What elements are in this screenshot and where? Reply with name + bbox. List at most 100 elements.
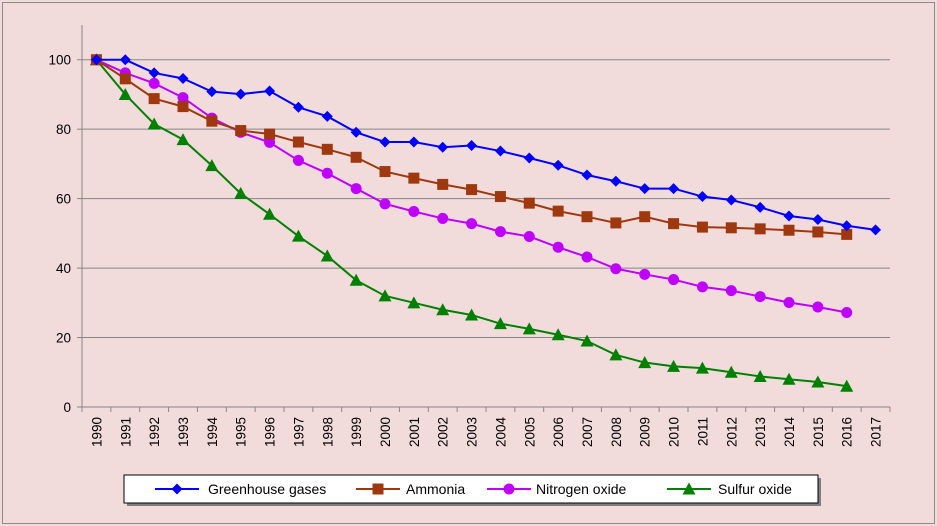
- data-point-sulfur-oxide: [811, 375, 825, 388]
- legend: Greenhouse gases Ammonia Nitrogen oxide Sul…: [123, 474, 821, 506]
- data-point-ammonia: [552, 205, 564, 217]
- data-point-sulfur-oxide: [407, 296, 421, 309]
- data-point-nitrogen-oxide: [264, 136, 276, 148]
- data-point-ammonia: [119, 73, 131, 85]
- data-point-nitrogen-oxide: [841, 307, 853, 319]
- data-point-sulfur-oxide: [234, 186, 248, 199]
- data-point-sulfur-oxide: [522, 322, 536, 335]
- data-point-ammonia: [725, 222, 737, 234]
- data-point-ammonia: [581, 211, 593, 223]
- data-point-sulfur-oxide: [320, 249, 334, 262]
- data-point-ammonia: [206, 115, 218, 127]
- data-point-nitrogen-oxide: [610, 263, 622, 275]
- y-tick-label: 80: [56, 122, 71, 137]
- data-point-greenhouse-gases: [783, 210, 795, 222]
- data-point-greenhouse-gases: [379, 136, 391, 148]
- data-point-greenhouse-gases: [581, 169, 593, 181]
- data-point-greenhouse-gases: [206, 86, 218, 98]
- data-point-sulfur-oxide: [147, 117, 161, 130]
- data-point-nitrogen-oxide: [783, 296, 795, 308]
- series-line-greenhouse-gases: [96, 58, 876, 231]
- x-tick-label: 2005: [522, 417, 537, 447]
- data-point-ammonia: [408, 172, 420, 184]
- data-point-sulfur-oxide: [291, 229, 305, 242]
- data-point-sulfur-oxide: [695, 361, 709, 374]
- data-point-sulfur-oxide: [465, 308, 479, 321]
- data-point-nitrogen-oxide: [552, 241, 564, 253]
- data-point-sulfur-oxide: [349, 273, 363, 286]
- data-point-greenhouse-gases: [350, 126, 362, 138]
- x-tick-label: 2011: [695, 417, 710, 446]
- data-point-greenhouse-gases: [696, 191, 708, 203]
- x-tick-label: 2006: [551, 417, 566, 447]
- data-point-nitrogen-oxide: [350, 183, 362, 195]
- data-point-ammonia: [639, 211, 651, 223]
- data-point-sulfur-oxide: [638, 356, 652, 369]
- legend-marker: [682, 482, 696, 495]
- data-point-nitrogen-oxide: [321, 167, 333, 179]
- data-point-nitrogen-oxide: [725, 285, 737, 297]
- data-point-nitrogen-oxide: [466, 218, 478, 230]
- data-point-greenhouse-gases: [494, 145, 506, 157]
- x-tick-label: 2012: [724, 417, 739, 447]
- data-point-sulfur-oxide: [205, 159, 219, 172]
- x-tick-label: 1991: [118, 417, 133, 447]
- data-point-ammonia: [610, 217, 622, 229]
- x-tick-label: 2008: [609, 417, 624, 447]
- legend-marker: [372, 483, 384, 495]
- data-point-nitrogen-oxide: [292, 154, 304, 166]
- x-tick-label: 2009: [638, 417, 653, 447]
- data-point-greenhouse-gases: [177, 72, 189, 84]
- data-point-ammonia: [668, 218, 680, 230]
- data-point-ammonia: [350, 151, 362, 163]
- data-point-nitrogen-oxide: [177, 92, 189, 104]
- data-point-ammonia: [177, 101, 189, 113]
- legend-entry-nitrogen-oxide: Nitrogen oxide: [487, 481, 626, 497]
- data-point-ammonia: [494, 191, 506, 203]
- x-tick-label: 2017: [869, 417, 884, 447]
- data-point-nitrogen-oxide: [639, 268, 651, 280]
- series-greenhouse-gases: [90, 54, 882, 236]
- x-axis: 1990 1991 1992 1993 1994 1995 1996 1997 1998 1999…: [81, 406, 891, 448]
- legend-entry-ammonia: Ammonia: [356, 481, 465, 497]
- data-point-greenhouse-gases: [552, 159, 564, 171]
- x-tick-label: 2007: [580, 417, 595, 447]
- data-point-nitrogen-oxide: [437, 212, 449, 224]
- data-point-greenhouse-gases: [437, 141, 449, 153]
- x-tick-label: 2003: [465, 417, 480, 447]
- data-point-ammonia: [783, 224, 795, 236]
- x-tick-label: 1992: [147, 417, 162, 447]
- x-tick-label: 2013: [753, 417, 768, 447]
- series-ammonia: [90, 54, 853, 240]
- data-point-nitrogen-oxide: [494, 226, 506, 238]
- y-axis: 0 20 40 60 80 100: [48, 25, 83, 415]
- x-tick-label: 2000: [378, 417, 393, 447]
- data-point-sulfur-oxide: [176, 133, 190, 146]
- legend-marker: [503, 483, 515, 495]
- data-point-nitrogen-oxide: [148, 77, 160, 89]
- data-point-ammonia: [235, 125, 247, 137]
- data-point-ammonia: [841, 228, 853, 240]
- y-tick-label: 40: [56, 261, 71, 276]
- y-tick-label: 0: [63, 400, 71, 415]
- data-point-sulfur-oxide: [580, 334, 594, 347]
- data-point-nitrogen-oxide: [523, 230, 535, 242]
- data-point-ammonia: [754, 223, 766, 235]
- legend-label: Ammonia: [406, 481, 465, 497]
- legend-marker: [171, 483, 183, 495]
- legend-label: Sulfur oxide: [718, 481, 792, 497]
- x-tick-label: 2016: [840, 417, 855, 447]
- data-point-sulfur-oxide: [493, 317, 507, 330]
- x-tick-label: 2004: [493, 417, 508, 448]
- data-point-nitrogen-oxide: [696, 281, 708, 293]
- data-point-nitrogen-oxide: [408, 205, 420, 217]
- data-point-ammonia: [379, 166, 391, 178]
- data-point-greenhouse-gases: [235, 88, 247, 100]
- data-point-nitrogen-oxide: [668, 274, 680, 286]
- data-point-ammonia: [292, 136, 304, 148]
- data-point-sulfur-oxide: [263, 207, 277, 220]
- x-tick-label: 1998: [320, 417, 335, 447]
- data-point-greenhouse-gases: [870, 224, 882, 236]
